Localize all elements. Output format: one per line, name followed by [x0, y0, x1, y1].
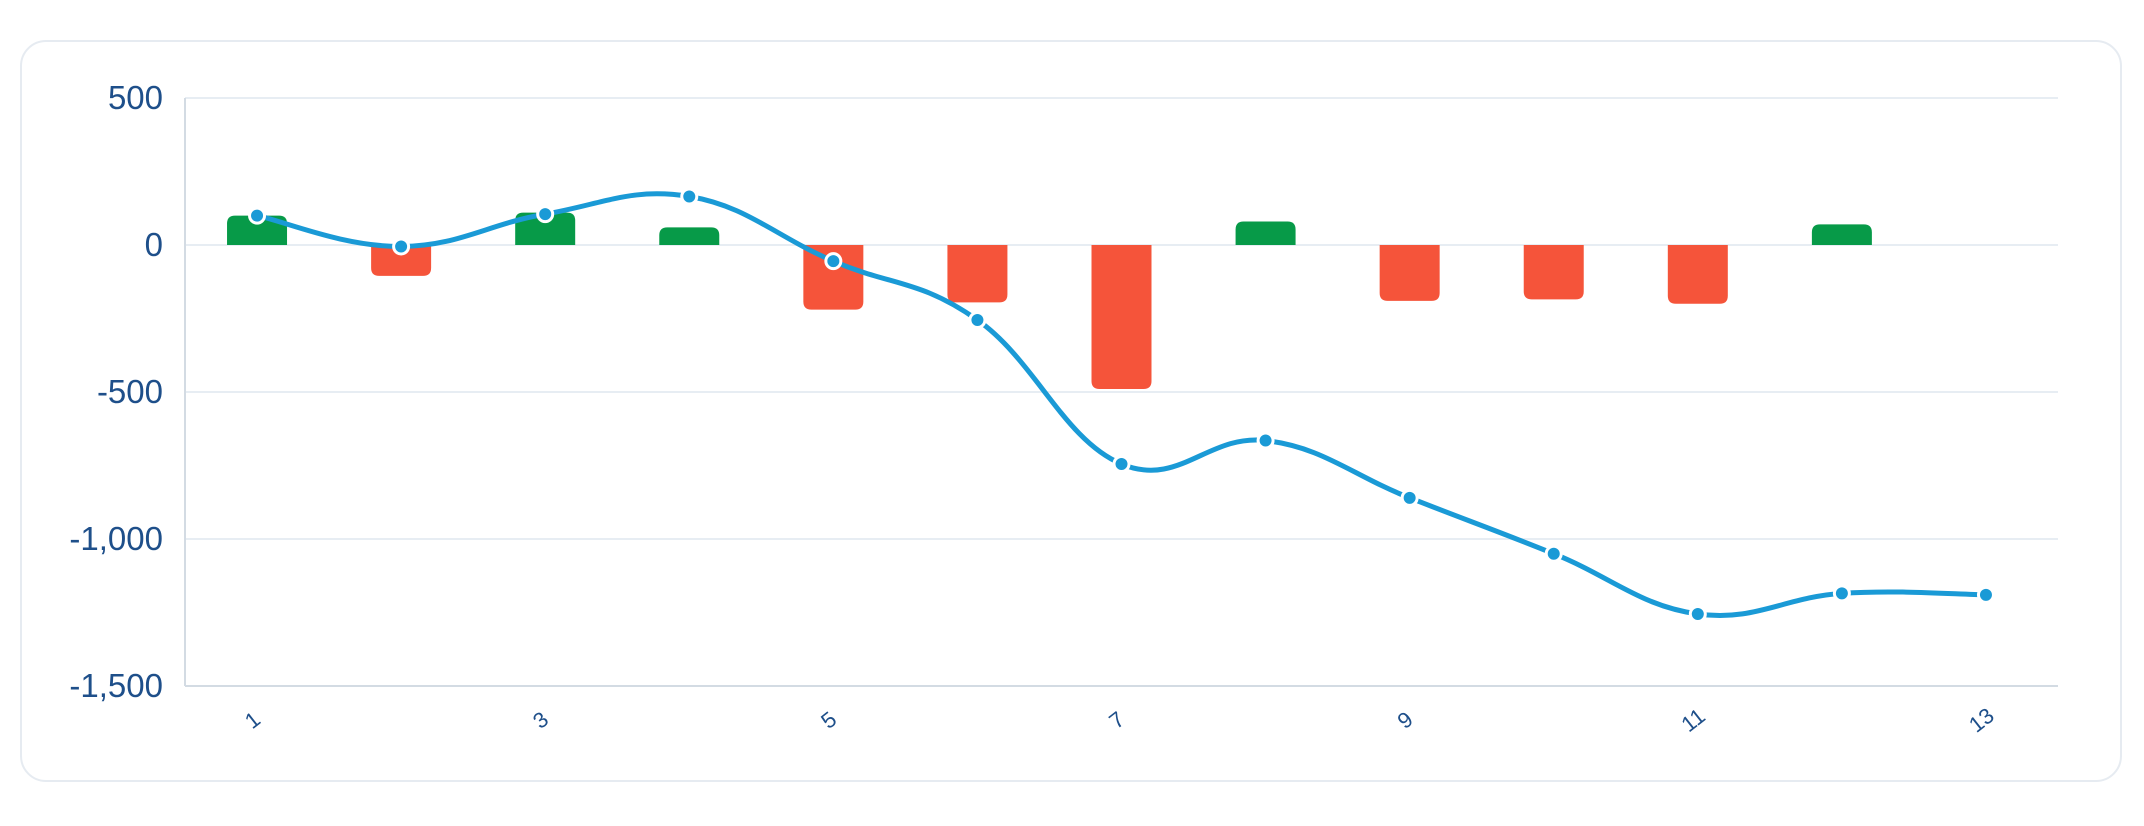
- y-tick-label: -1,500: [69, 667, 163, 704]
- line-series: [248, 187, 1995, 623]
- line-point: [1400, 488, 1419, 507]
- gridlines: [184, 97, 2058, 687]
- y-tick-label: 0: [145, 226, 163, 263]
- bar: [1667, 245, 1728, 304]
- x-tick-label: 3: [528, 706, 553, 733]
- bar: [947, 245, 1008, 303]
- line-point: [1112, 455, 1131, 474]
- line-point: [968, 310, 987, 329]
- bar: [515, 212, 576, 245]
- y-tick-label: -1,000: [69, 520, 163, 557]
- bar-series: [227, 212, 1872, 390]
- line-point: [1976, 585, 1995, 604]
- bar: [227, 215, 288, 245]
- bar: [1091, 245, 1152, 390]
- x-tick-label: 11: [1676, 703, 1709, 737]
- line-point: [248, 206, 267, 225]
- bar: [659, 227, 720, 245]
- x-tick-label: 9: [1393, 706, 1418, 733]
- line-point: [1688, 604, 1707, 623]
- x-tick-label: 5: [816, 706, 841, 733]
- bar: [803, 245, 864, 310]
- line-point: [824, 252, 843, 271]
- x-axis: 1 3 5 7 9 11 13: [240, 703, 1999, 738]
- bar: [1523, 245, 1584, 300]
- line-point: [680, 187, 699, 206]
- x-tick-label: 13: [1964, 703, 1999, 738]
- line-point: [1256, 431, 1275, 450]
- x-tick-label: 7: [1104, 706, 1129, 733]
- line-point: [1832, 584, 1851, 603]
- line-point: [536, 205, 555, 224]
- chart-card: [20, 40, 2122, 782]
- bar: [1235, 221, 1296, 245]
- bar: [1811, 224, 1872, 245]
- bar: [371, 245, 432, 276]
- line-point: [1544, 544, 1563, 563]
- y-axis: 500 0 -500 -1,000 -1,500: [69, 79, 163, 704]
- y-tick-label: 500: [108, 79, 163, 116]
- x-tick-label: 1: [240, 706, 265, 733]
- line-point: [392, 237, 411, 256]
- bar: [1379, 245, 1440, 301]
- y-tick-label: -500: [97, 373, 163, 410]
